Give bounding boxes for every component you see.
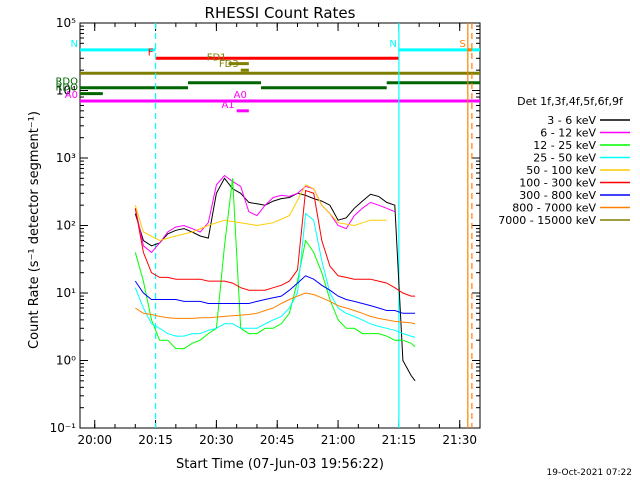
series-line [134,174,395,254]
y-tick-label: 10¹ [56,286,76,300]
legend-label: 100 - 300 keV [519,177,596,190]
state-bar-label: N [71,39,78,50]
state-bar-label: RDO [55,83,78,94]
state-bar-label: A0 [234,90,247,101]
x-tick-label: 21:15 [382,433,417,447]
state-bar-label: FD1 [207,53,227,64]
legend-label: 7000 - 15000 keV [498,214,596,227]
timestamp: 19-Oct-2021 07:22 [547,468,632,478]
x-axis-label: Start Time (07-Jun-03 19:56:22) [176,457,384,472]
y-tick-label: 10⁻¹ [50,421,77,435]
legend-title: Det 1f,3f,4f,5f,6f,9f [517,95,624,108]
x-tick-label: 20:45 [260,433,295,447]
x-tick-label: 21:30 [442,433,477,447]
series-line [134,178,416,350]
state-bar-label: FD3 [219,59,239,70]
y-tick-label: 10⁵ [56,16,76,30]
x-tick-label: 20:15 [138,433,173,447]
state-bar-label: N [389,39,396,50]
x-tick-label: 20:30 [199,433,234,447]
state-bar-label: A0 [65,90,78,101]
series-line [134,275,416,314]
state-bar-label: RDO [55,77,78,88]
series-line [135,292,416,325]
y-tick-label: 10³ [56,151,76,165]
x-tick-label: 21:00 [321,433,356,447]
state-bar-label: S [459,39,465,50]
legend-label: 800 - 7000 keV [512,202,596,215]
legend-label: 50 - 100 keV [526,164,596,177]
y-tick-label: 10⁰ [56,354,76,368]
legend-label: 6 - 12 keV [540,127,596,140]
chart-title: RHESSI Count Rates [205,4,356,22]
legend-label: 12 - 25 keV [533,139,596,152]
series-line [134,212,416,338]
x-tick-label: 20:00 [77,433,112,447]
state-bar-label: F [148,47,154,58]
legend-label: 3 - 6 keV [547,114,596,127]
series-line [134,177,416,382]
state-bar-label: A1 [221,100,234,111]
y-tick-label: 10² [56,219,76,233]
legend-label: 300 - 800 keV [519,189,596,202]
series-line [134,184,387,242]
y-tick-label: 10⁴ [56,84,76,98]
series-line [134,189,416,297]
legend-label: 25 - 50 keV [533,152,596,165]
plot-area: 10⁻¹ 10⁰ 10¹ 10² 10³ 10⁴ 10⁵ 20:00 20:15 20:30 20:… [50,16,630,447]
y-axis-label: Count Rate (s⁻¹ detector segment⁻¹) [27,111,42,349]
